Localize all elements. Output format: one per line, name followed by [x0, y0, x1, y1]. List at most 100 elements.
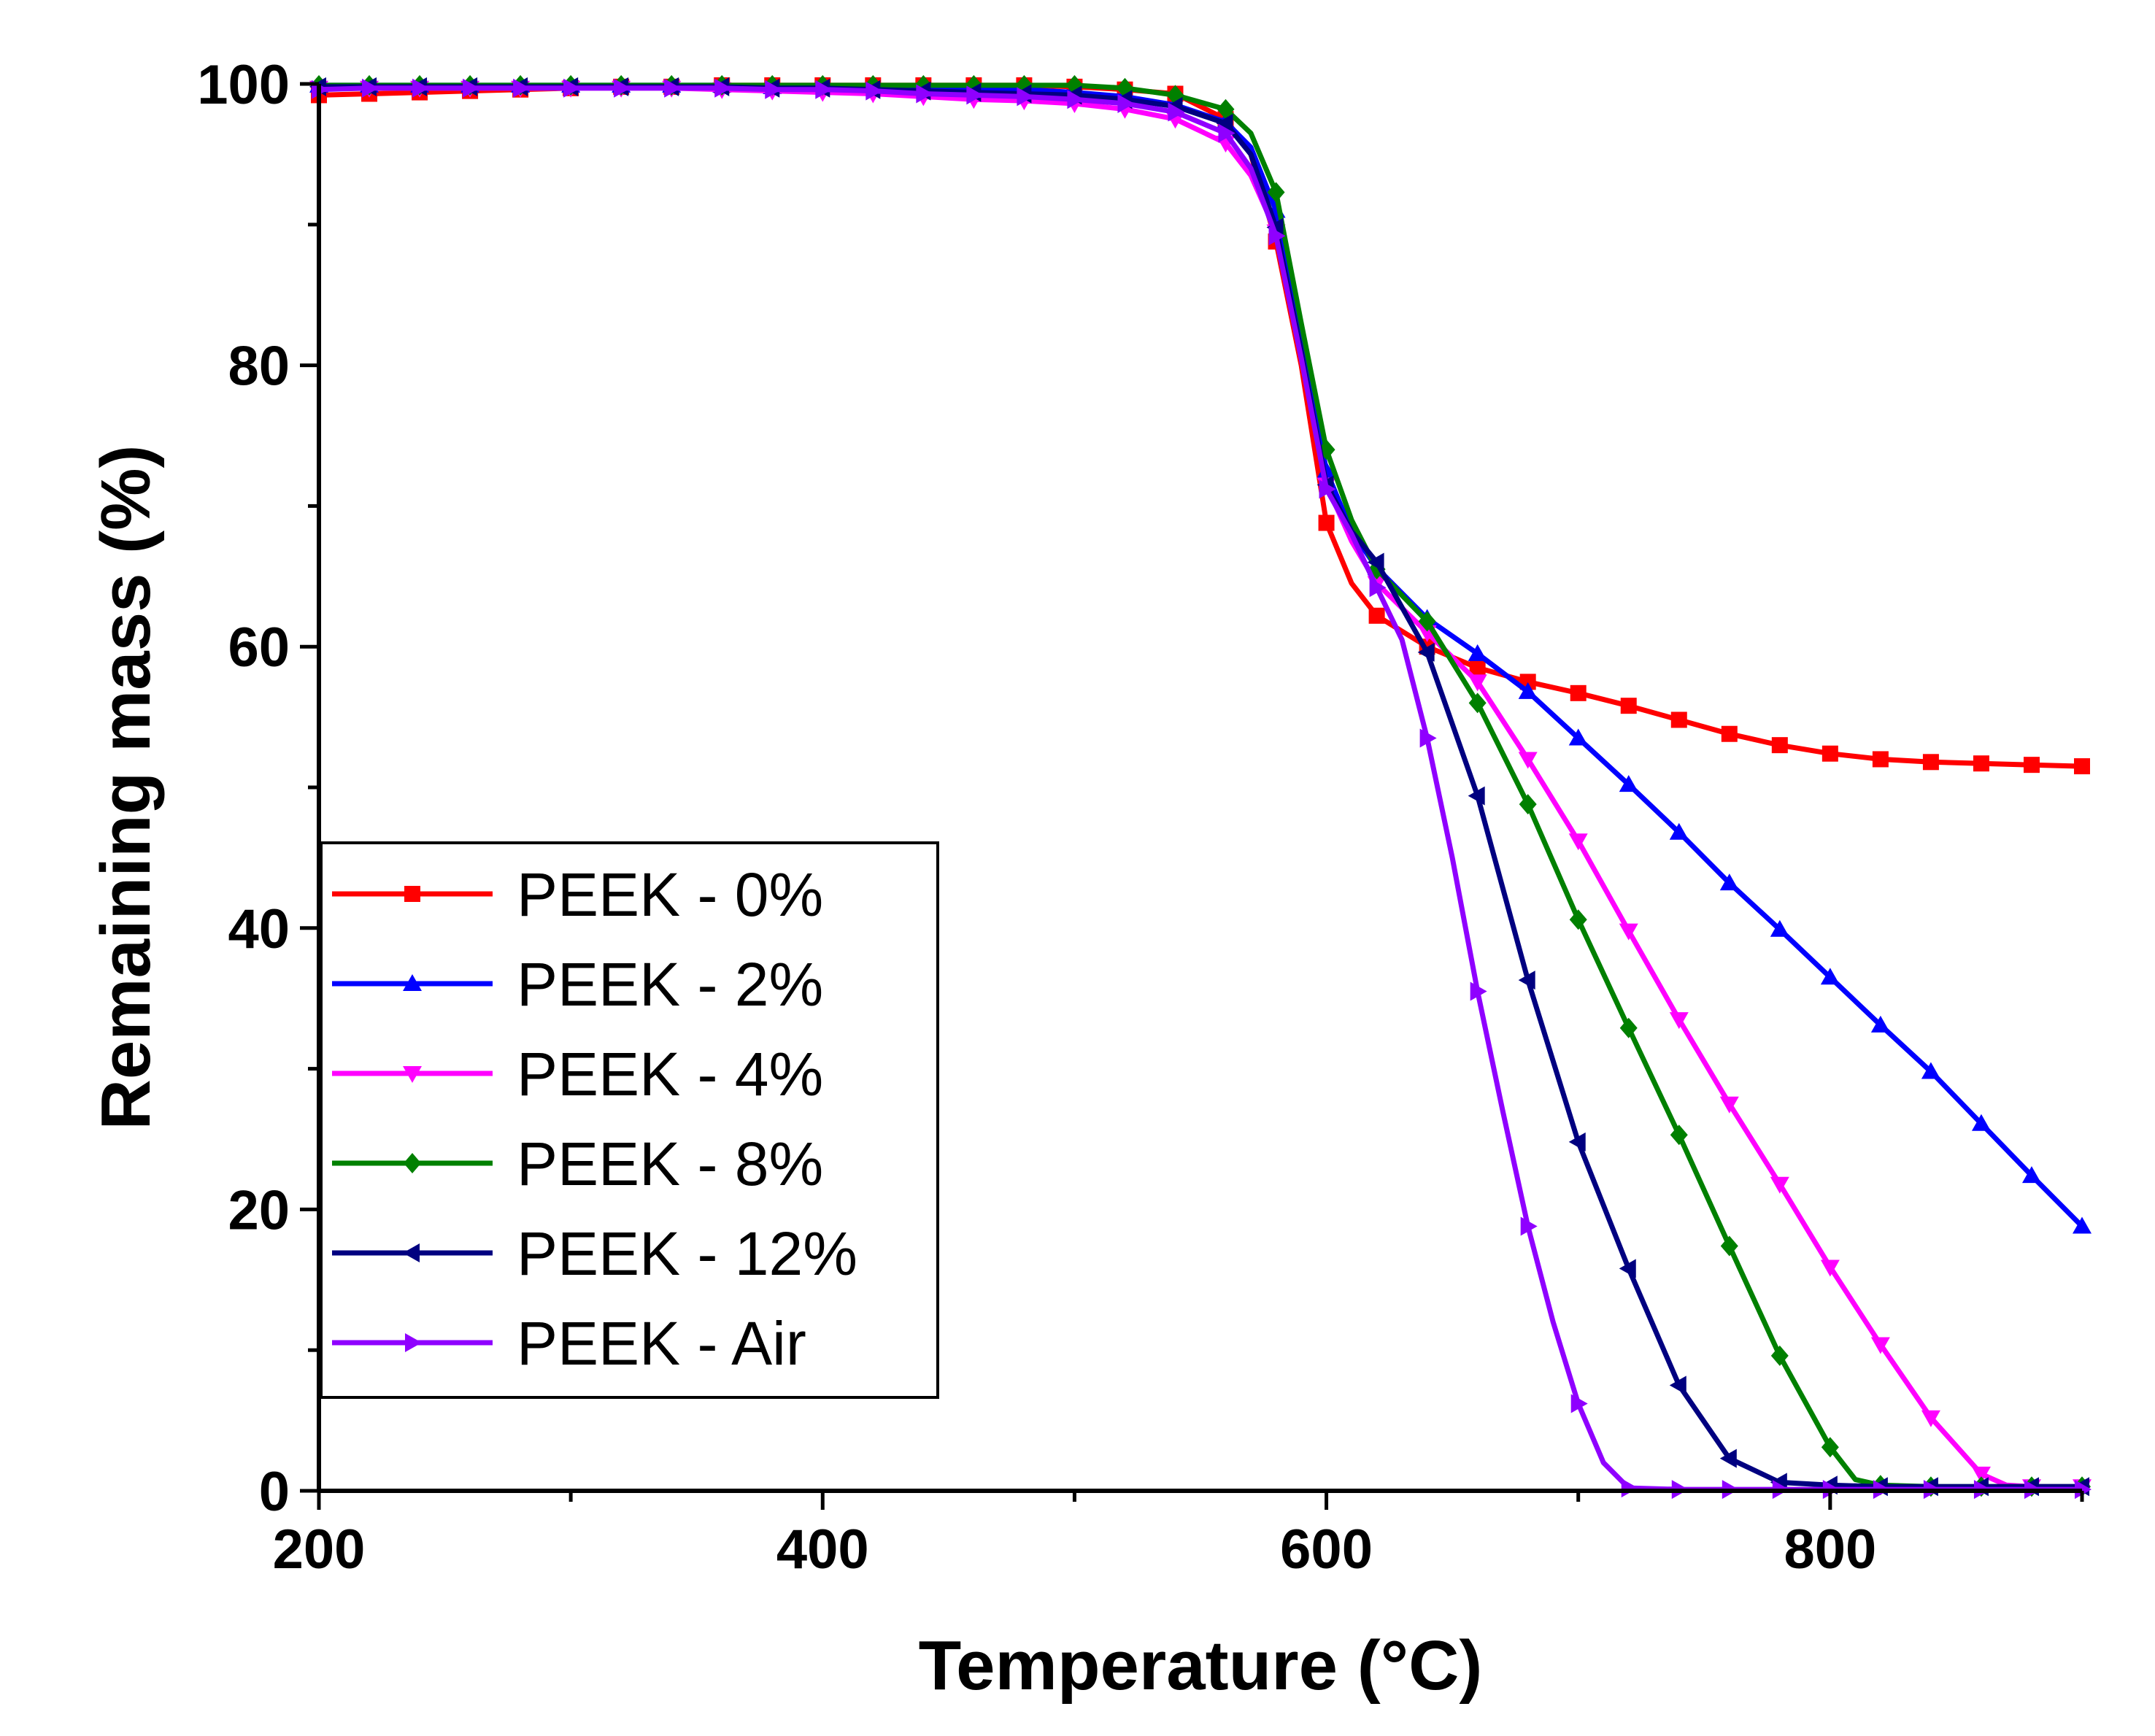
data-point	[1870, 1015, 1890, 1033]
legend-item: PEEK - 12%	[332, 1219, 857, 1288]
data-point	[1067, 90, 1084, 109]
data-point	[1971, 1114, 1991, 1131]
data-point	[1419, 728, 1437, 748]
data-point	[815, 80, 833, 99]
data-point	[1720, 1235, 1738, 1257]
data-point	[2023, 757, 2040, 774]
data-point	[513, 78, 531, 98]
data-point	[1770, 919, 1789, 937]
legend-label: PEEK - 12%	[517, 1219, 857, 1288]
data-point	[1017, 87, 1034, 107]
data-point	[2021, 1166, 2041, 1184]
data-point	[1268, 226, 1286, 246]
data-point	[1669, 1376, 1686, 1395]
data-point	[1369, 578, 1387, 598]
data-point	[362, 78, 379, 98]
data-point	[1619, 775, 1638, 792]
data-point	[1568, 833, 1588, 851]
data-point	[1469, 660, 1486, 676]
data-point	[1267, 182, 1285, 203]
data-point	[1872, 751, 1889, 768]
data-point	[1771, 737, 1788, 754]
data-point	[1218, 123, 1235, 143]
data-point	[1820, 1259, 1840, 1277]
legend-label: PEEK - 8%	[517, 1130, 823, 1198]
data-point	[1367, 552, 1384, 572]
data-point	[1570, 684, 1587, 701]
data-point	[2074, 758, 2090, 775]
data-point	[1468, 674, 1487, 692]
legend-label: PEEK - 2%	[517, 950, 823, 1019]
y-tick-label: 40	[228, 898, 290, 960]
data-point	[1821, 745, 1838, 762]
data-point	[1518, 682, 1538, 699]
data-point	[1468, 693, 1487, 714]
data-point	[1719, 1096, 1739, 1114]
y-tick-label: 60	[228, 617, 290, 679]
data-point	[1870, 1337, 1890, 1354]
data-point	[1921, 1062, 1940, 1079]
legend-item: PEEK - 4%	[332, 1040, 823, 1108]
data-point	[1468, 786, 1485, 806]
data-point	[1922, 754, 1939, 771]
data-point	[1670, 711, 1687, 728]
x-tick-label: 600	[1280, 1519, 1373, 1581]
data-point	[1568, 728, 1588, 746]
legend-marker	[403, 974, 422, 991]
data-point	[1719, 1448, 1737, 1468]
legend-marker	[404, 886, 420, 902]
legend-marker	[403, 1066, 422, 1083]
legend-item: PEEK - 8%	[332, 1130, 823, 1198]
legend-label: PEEK - Air	[517, 1309, 806, 1378]
data-point	[1721, 725, 1738, 742]
data-point	[664, 78, 682, 98]
y-axis-title: Remaining mass (%)	[87, 445, 165, 1130]
data-point	[1669, 822, 1689, 840]
x-tick-label: 400	[776, 1519, 869, 1581]
data-point	[1217, 99, 1235, 120]
data-point	[1520, 1216, 1538, 1236]
data-point	[412, 78, 430, 98]
data-point	[1619, 1017, 1638, 1038]
data-point	[1318, 514, 1335, 531]
legend-box	[320, 841, 939, 1399]
x-tick-label: 200	[273, 1519, 366, 1581]
x-axis-title: Temperature (°C)	[919, 1627, 1483, 1705]
data-point	[1619, 923, 1638, 941]
data-point	[1770, 1176, 1789, 1194]
legend-label: PEEK - 4%	[517, 1040, 823, 1108]
data-point	[1368, 607, 1385, 624]
data-point	[1319, 479, 1336, 499]
data-point	[1568, 1132, 1586, 1151]
y-tick-label: 0	[259, 1461, 290, 1523]
y-tick-label: 80	[228, 336, 290, 398]
data-point	[1971, 1466, 1991, 1484]
legend-item: PEEK - Air	[332, 1309, 806, 1378]
legend-marker	[403, 1243, 420, 1262]
y-tick-label: 20	[228, 1179, 290, 1241]
legend-label: PEEK - 0%	[517, 860, 823, 929]
data-point	[2073, 1216, 2092, 1234]
data-point	[1620, 698, 1637, 714]
data-point	[1470, 981, 1487, 1001]
data-point	[1418, 611, 1436, 632]
data-point	[916, 84, 933, 104]
data-point	[614, 78, 631, 98]
data-point	[1820, 968, 1840, 985]
axes-layer: 200 400 600 800 0 20 40 60 80 100	[197, 54, 2084, 1581]
data-point	[1669, 1012, 1689, 1030]
data-point	[1168, 102, 1185, 122]
data-point	[463, 78, 480, 98]
data-point	[1821, 1437, 1839, 1458]
data-point	[1569, 909, 1587, 930]
data-point	[1921, 1410, 1940, 1427]
data-point	[1518, 971, 1535, 990]
data-point	[1670, 1124, 1688, 1146]
data-point	[1619, 1259, 1636, 1278]
data-point	[1216, 113, 1233, 133]
data-point	[714, 78, 732, 98]
data-point	[1973, 755, 1989, 772]
series-layer	[309, 74, 2092, 1500]
data-point	[1719, 873, 1739, 891]
